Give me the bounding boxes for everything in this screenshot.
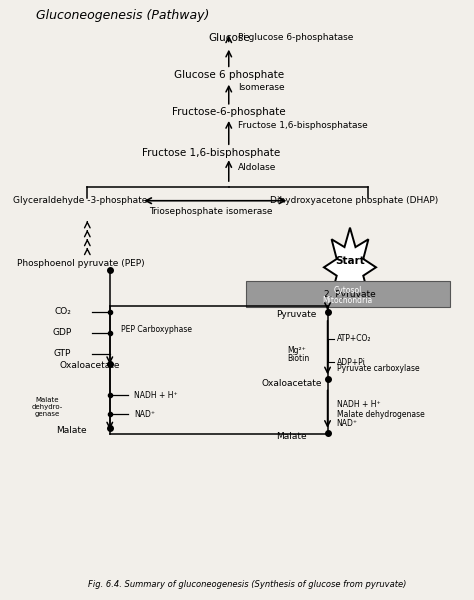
Text: Biotin: Biotin: [287, 354, 310, 363]
Text: Fig. 6.4. Summary of gluconeogenesis (Synthesis of glucose from pyruvate): Fig. 6.4. Summary of gluconeogenesis (Sy…: [88, 580, 406, 589]
Text: Start: Start: [335, 256, 365, 266]
Text: Phosphoenol pyruvate (PEP): Phosphoenol pyruvate (PEP): [17, 259, 145, 268]
Text: NADH + H⁺: NADH + H⁺: [337, 400, 380, 409]
FancyBboxPatch shape: [246, 281, 450, 307]
Text: Glucose: Glucose: [208, 34, 250, 43]
Text: PEP Carboxyphase: PEP Carboxyphase: [121, 325, 192, 334]
Text: Gluconeogenesis (Pathway): Gluconeogenesis (Pathway): [36, 9, 209, 22]
Text: ATP+CO₂: ATP+CO₂: [337, 334, 371, 343]
Text: Oxaloacetate: Oxaloacetate: [59, 361, 120, 370]
Text: Dihydroxyacetone phosphate (DHAP): Dihydroxyacetone phosphate (DHAP): [270, 196, 438, 205]
Polygon shape: [324, 227, 376, 307]
Text: Glucose 6 phosphate: Glucose 6 phosphate: [173, 70, 284, 80]
Text: NAD⁺: NAD⁺: [135, 410, 155, 419]
Text: NAD⁺: NAD⁺: [337, 419, 357, 428]
Text: ADP+Pi: ADP+Pi: [337, 358, 365, 367]
Text: NADH + H⁺: NADH + H⁺: [135, 391, 178, 400]
Text: GDP: GDP: [53, 328, 72, 337]
Text: Pyruvate: Pyruvate: [276, 310, 316, 319]
Text: Mitochondria: Mitochondria: [323, 296, 373, 305]
Text: Mg²⁺: Mg²⁺: [287, 346, 306, 355]
Text: Fructose 1,6-bisphosphatase: Fructose 1,6-bisphosphatase: [238, 121, 367, 130]
Text: Malate: Malate: [276, 432, 307, 441]
Text: Triosephosphate isomerase: Triosephosphate isomerase: [149, 207, 273, 216]
Text: Cytosol: Cytosol: [334, 286, 362, 295]
Text: Isomerase: Isomerase: [238, 83, 284, 92]
Text: GTP: GTP: [54, 349, 71, 358]
Text: Glyceraldehyde -3-phosphate: Glyceraldehyde -3-phosphate: [13, 196, 148, 205]
Text: Fructose 1,6-bisphosphate: Fructose 1,6-bisphosphate: [142, 148, 280, 158]
Text: Fructose-6-phosphate: Fructose-6-phosphate: [172, 107, 285, 117]
Text: CO₂: CO₂: [54, 307, 71, 316]
Text: Malate dehydrogenase: Malate dehydrogenase: [337, 410, 424, 419]
Text: Aldolase: Aldolase: [238, 163, 276, 172]
Text: Pi glucose 6-phosphatase: Pi glucose 6-phosphatase: [238, 33, 353, 42]
Text: Pyruvate carboxylase: Pyruvate carboxylase: [337, 364, 419, 373]
Text: Malate: Malate: [56, 426, 87, 435]
Text: 2. Pyruvate: 2. Pyruvate: [324, 290, 376, 299]
Text: Malate
dehydro-
genase: Malate dehydro- genase: [31, 397, 63, 417]
Text: Oxaloacetate: Oxaloacetate: [261, 379, 322, 388]
